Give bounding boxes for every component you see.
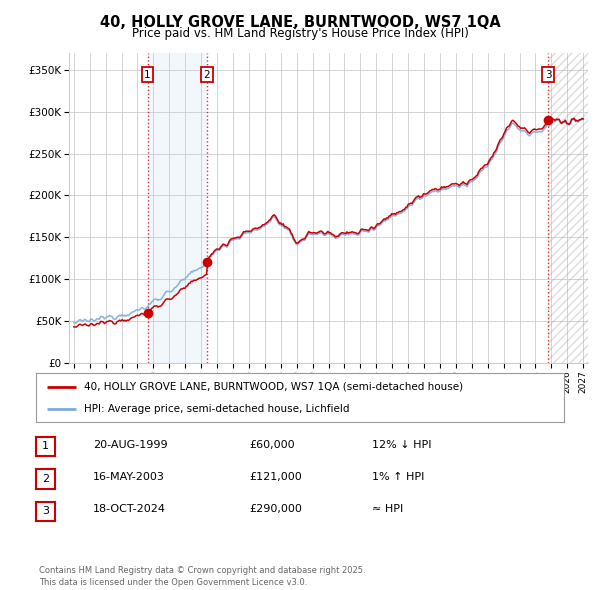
- Text: £60,000: £60,000: [249, 440, 295, 450]
- Text: £121,000: £121,000: [249, 472, 302, 482]
- Bar: [548, 53, 588, 363]
- Text: 40, HOLLY GROVE LANE, BURNTWOOD, WS7 1QA: 40, HOLLY GROVE LANE, BURNTWOOD, WS7 1QA: [100, 15, 500, 30]
- Text: Contains HM Land Registry data © Crown copyright and database right 2025.
This d: Contains HM Land Registry data © Crown c…: [39, 566, 365, 587]
- Text: 1% ↑ HPI: 1% ↑ HPI: [372, 472, 424, 482]
- Text: 2: 2: [42, 474, 49, 484]
- Text: 3: 3: [545, 70, 551, 80]
- Text: 16-MAY-2003: 16-MAY-2003: [93, 472, 165, 482]
- Text: Price paid vs. HM Land Registry's House Price Index (HPI): Price paid vs. HM Land Registry's House …: [131, 27, 469, 40]
- Text: HPI: Average price, semi-detached house, Lichfield: HPI: Average price, semi-detached house,…: [83, 404, 349, 414]
- Text: 1: 1: [42, 441, 49, 451]
- Text: 2: 2: [204, 70, 211, 80]
- Bar: [548, 53, 588, 363]
- Text: ≈ HPI: ≈ HPI: [372, 504, 403, 514]
- Text: 18-OCT-2024: 18-OCT-2024: [93, 504, 166, 514]
- Bar: [148, 53, 207, 363]
- Text: 3: 3: [42, 506, 49, 516]
- Text: 1: 1: [144, 70, 151, 80]
- Text: 20-AUG-1999: 20-AUG-1999: [93, 440, 167, 450]
- Text: 40, HOLLY GROVE LANE, BURNTWOOD, WS7 1QA (semi-detached house): 40, HOLLY GROVE LANE, BURNTWOOD, WS7 1QA…: [83, 382, 463, 392]
- Text: 12% ↓ HPI: 12% ↓ HPI: [372, 440, 431, 450]
- Text: £290,000: £290,000: [249, 504, 302, 514]
